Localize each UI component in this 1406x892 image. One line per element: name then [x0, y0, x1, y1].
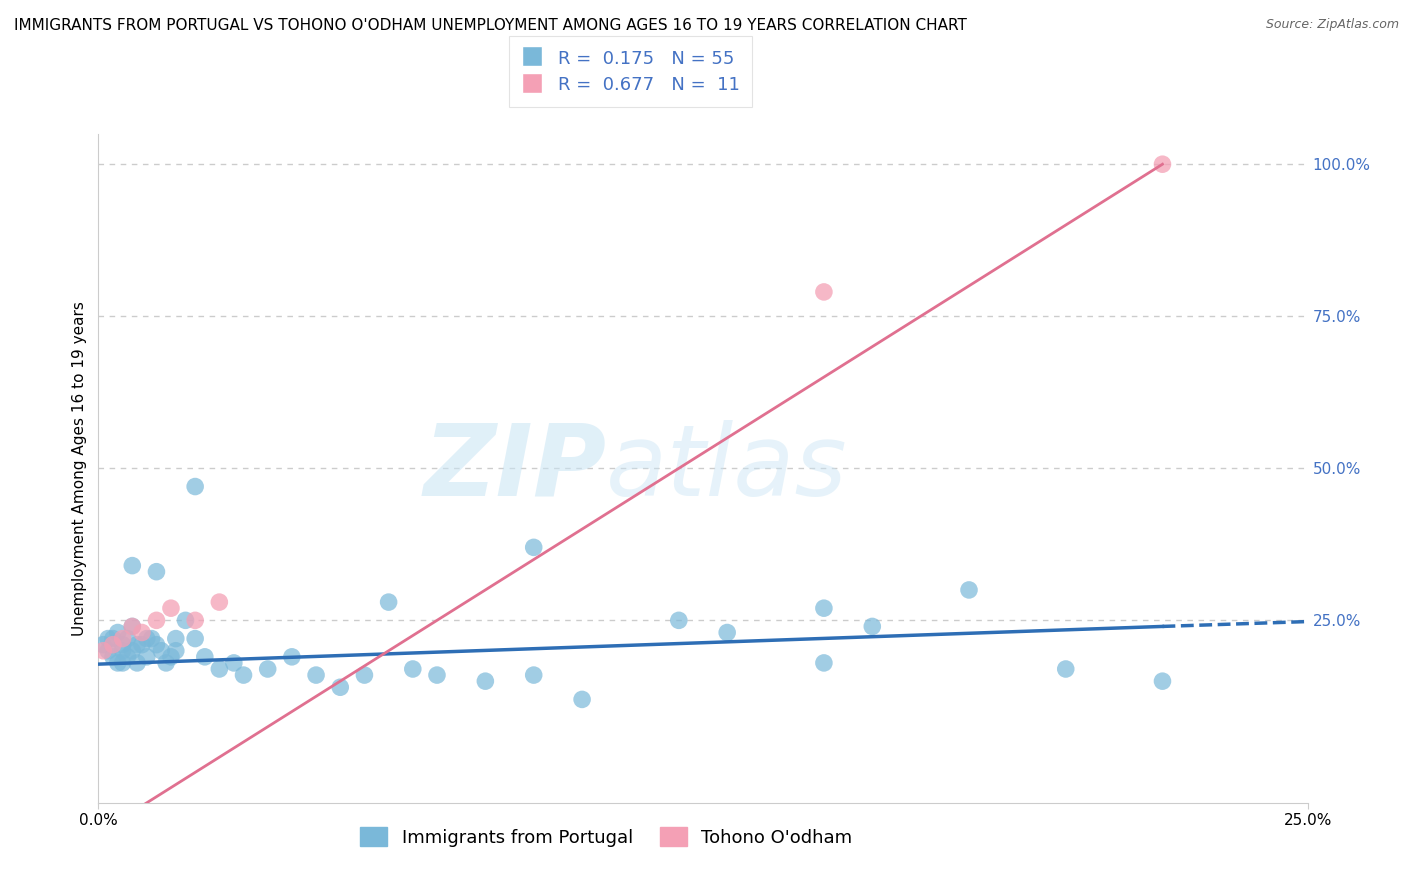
Point: [184, 632, 207, 646]
Point: [474, 674, 496, 689]
Point: [121, 558, 143, 573]
Point: [232, 668, 254, 682]
Point: [141, 632, 163, 646]
Point: [184, 613, 207, 627]
Point: [101, 649, 124, 664]
Point: [426, 668, 449, 682]
Point: [131, 625, 153, 640]
Point: [111, 638, 134, 652]
Point: [160, 601, 183, 615]
Point: [523, 541, 546, 555]
Point: [256, 662, 278, 676]
Point: [402, 662, 425, 676]
Point: [165, 644, 187, 658]
Point: [111, 656, 134, 670]
Point: [101, 632, 124, 646]
Point: [107, 625, 129, 640]
Point: [668, 613, 690, 627]
Point: [184, 479, 207, 493]
Point: [131, 638, 153, 652]
Point: [135, 632, 157, 646]
Point: [813, 285, 835, 299]
Legend: Immigrants from Portugal, Tohono O'odham: Immigrants from Portugal, Tohono O'odham: [353, 820, 859, 854]
Point: [377, 595, 399, 609]
Point: [145, 565, 167, 579]
Point: [127, 656, 149, 670]
Point: [194, 649, 217, 664]
Point: [135, 649, 157, 664]
Point: [107, 656, 129, 670]
Point: [860, 619, 883, 633]
Point: [174, 613, 197, 627]
Point: [329, 680, 352, 694]
Point: [281, 649, 304, 664]
Point: [208, 662, 231, 676]
Point: [121, 644, 143, 658]
Point: [121, 619, 143, 633]
Point: [571, 692, 593, 706]
Text: IMMIGRANTS FROM PORTUGAL VS TOHONO O'ODHAM UNEMPLOYMENT AMONG AGES 16 TO 19 YEAR: IMMIGRANTS FROM PORTUGAL VS TOHONO O'ODH…: [14, 18, 967, 33]
Point: [150, 644, 173, 658]
Point: [957, 582, 980, 597]
Text: atlas: atlas: [606, 420, 848, 516]
Point: [117, 632, 139, 646]
Point: [145, 613, 167, 627]
Point: [813, 601, 835, 615]
Point: [222, 656, 245, 670]
Point: [111, 644, 134, 658]
Point: [813, 656, 835, 670]
Point: [1054, 662, 1077, 676]
Point: [121, 619, 143, 633]
Point: [208, 595, 231, 609]
Point: [101, 638, 124, 652]
Point: [97, 632, 120, 646]
Point: [305, 668, 328, 682]
Point: [145, 638, 167, 652]
Point: [1152, 157, 1174, 171]
Text: Source: ZipAtlas.com: Source: ZipAtlas.com: [1265, 18, 1399, 31]
Point: [127, 638, 149, 652]
Point: [111, 632, 134, 646]
Point: [91, 644, 114, 658]
Point: [97, 644, 120, 658]
Point: [117, 649, 139, 664]
Point: [523, 668, 546, 682]
Point: [165, 632, 187, 646]
Point: [1152, 674, 1174, 689]
Point: [160, 649, 183, 664]
Point: [353, 668, 375, 682]
Text: ZIP: ZIP: [423, 420, 606, 516]
Point: [91, 638, 114, 652]
Y-axis label: Unemployment Among Ages 16 to 19 years: Unemployment Among Ages 16 to 19 years: [72, 301, 87, 636]
Point: [155, 656, 177, 670]
Point: [716, 625, 738, 640]
